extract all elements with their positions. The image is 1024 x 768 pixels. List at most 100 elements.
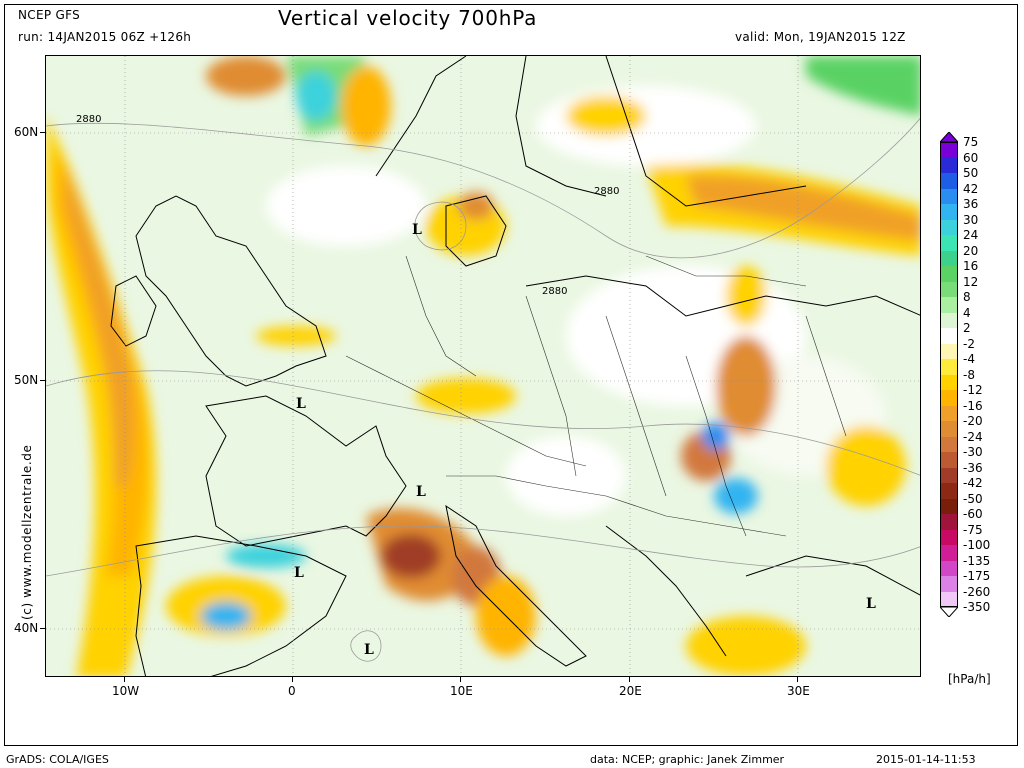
lon-label: 30E bbox=[787, 684, 810, 698]
colorbar-segment bbox=[940, 467, 958, 483]
colorbar-segment bbox=[940, 312, 958, 328]
colorbar-segment bbox=[940, 281, 958, 297]
colorbar-label: -2 bbox=[963, 336, 975, 351]
colorbar-segment bbox=[940, 328, 958, 344]
lon-tick bbox=[124, 677, 125, 682]
weather-map: 2880 2880 2880 L L L L L L bbox=[45, 55, 921, 677]
low-pressure-marker: L bbox=[294, 565, 304, 581]
colorbar-label: 2 bbox=[963, 321, 971, 335]
lon-label: 20E bbox=[619, 684, 642, 698]
colorbar-label: -60 bbox=[963, 507, 983, 521]
colorbar-segment bbox=[940, 235, 958, 251]
lat-label: 60N bbox=[14, 125, 39, 139]
colorbar bbox=[940, 132, 958, 617]
lon-tick bbox=[629, 677, 630, 682]
colorbar-label: 16 bbox=[963, 259, 979, 273]
colorbar-top-arrow bbox=[940, 132, 958, 142]
colorbar-segment bbox=[940, 204, 958, 220]
lat-tick bbox=[40, 380, 45, 381]
colorbar-label: -135 bbox=[963, 553, 991, 568]
colorbar-segment bbox=[940, 297, 958, 313]
colorbar-label: 75 bbox=[963, 135, 979, 149]
colorbar-label: -36 bbox=[963, 460, 983, 475]
colorbar-segment bbox=[940, 514, 958, 530]
low-pressure-marker: L bbox=[296, 396, 306, 412]
colorbar-segment bbox=[940, 483, 958, 499]
country-borders bbox=[345, 255, 847, 537]
lon-tick bbox=[797, 677, 798, 682]
colorbar-label: -12 bbox=[963, 383, 983, 397]
lon-label: 0 bbox=[288, 684, 296, 698]
colorbar-bottom-arrow bbox=[940, 607, 958, 617]
colorbar-label: -175 bbox=[963, 569, 991, 583]
colorbar-segment bbox=[940, 142, 958, 158]
colorbar-segment bbox=[940, 390, 958, 406]
colorbar-segment bbox=[940, 157, 958, 173]
map-title: Vertical velocity 700hPa bbox=[278, 6, 538, 30]
colorbar-segment bbox=[940, 173, 958, 189]
colorbar-label: 60 bbox=[963, 150, 979, 165]
colorbar-label: 4 bbox=[963, 305, 971, 320]
colorbar-label: 24 bbox=[963, 228, 979, 242]
lat-label: 40N bbox=[14, 621, 39, 635]
colorbar-segment bbox=[940, 529, 958, 545]
colorbar-segment bbox=[940, 498, 958, 514]
colorbar-segment bbox=[940, 219, 958, 235]
colorbar-segment bbox=[940, 560, 958, 576]
contour-label: 2880 bbox=[594, 186, 619, 197]
run-info: run: 14JAN2015 06Z +126h bbox=[18, 30, 192, 44]
colorbar-label: -24 bbox=[963, 429, 983, 444]
colorbar-label: 12 bbox=[963, 274, 979, 289]
colorbar-label: -50 bbox=[963, 491, 983, 506]
lon-tick bbox=[292, 677, 293, 682]
lat-tick bbox=[40, 628, 45, 629]
colorbar-label: -350 bbox=[963, 600, 991, 614]
lon-label: 10W bbox=[112, 684, 140, 698]
colorbar-segment bbox=[940, 576, 958, 592]
lat-tick bbox=[40, 132, 45, 133]
colorbar-label: -30 bbox=[963, 445, 983, 459]
colorbar-segment bbox=[940, 421, 958, 437]
colorbar-segment bbox=[940, 436, 958, 452]
colorbar-units: [hPa/h] bbox=[948, 672, 991, 686]
colorbar-label: -20 bbox=[963, 414, 983, 428]
colorbar-segment bbox=[940, 266, 958, 282]
colorbar-segment bbox=[940, 591, 958, 607]
colorbar-label: 30 bbox=[963, 212, 979, 227]
colorbar-segment bbox=[940, 188, 958, 204]
lat-label: 50N bbox=[14, 373, 39, 387]
footer-software: GrADS: COLA/IGES bbox=[6, 753, 109, 766]
contour-label: 2880 bbox=[542, 286, 567, 297]
side-credit: (c) www.modellzentrale.de bbox=[20, 444, 34, 620]
colorbar-label: 50 bbox=[963, 166, 979, 180]
valid-time: valid: Mon, 19JAN2015 12Z bbox=[735, 30, 906, 44]
colorbar-label: -8 bbox=[963, 367, 975, 382]
colorbar-segment bbox=[940, 545, 958, 561]
footer-timestamp: 2015-01-14-11:53 bbox=[876, 753, 976, 766]
lon-label: 10E bbox=[450, 684, 473, 698]
low-pressure-marker: L bbox=[412, 222, 422, 238]
colorbar-label: 8 bbox=[963, 290, 971, 304]
colorbar-label: -100 bbox=[963, 538, 991, 552]
colorbar-label: -42 bbox=[963, 476, 983, 490]
lon-tick bbox=[460, 677, 461, 682]
colorbar-segment bbox=[940, 374, 958, 390]
height-contours bbox=[46, 117, 920, 662]
colorbar-segment bbox=[940, 405, 958, 421]
colorbar-segment bbox=[940, 343, 958, 359]
colorbar-label: 36 bbox=[963, 197, 979, 211]
colorbar-segment bbox=[940, 452, 958, 468]
map-canvas: 2880 2880 2880 L L L L L L bbox=[46, 56, 920, 676]
colorbar-label: 20 bbox=[963, 243, 979, 258]
low-pressure-marker: L bbox=[364, 642, 374, 658]
colorbar-label: -4 bbox=[963, 352, 975, 366]
coastlines bbox=[110, 56, 920, 676]
low-pressure-marker: L bbox=[866, 596, 876, 612]
colorbar-label: -16 bbox=[963, 398, 983, 413]
colorbar-label: 42 bbox=[963, 181, 979, 196]
colorbar-segment bbox=[940, 359, 958, 375]
colorbar-segment bbox=[940, 250, 958, 266]
colorbar-label: -260 bbox=[963, 584, 991, 599]
model-name: NCEP GFS bbox=[18, 8, 80, 22]
plot-frame bbox=[4, 4, 1018, 746]
